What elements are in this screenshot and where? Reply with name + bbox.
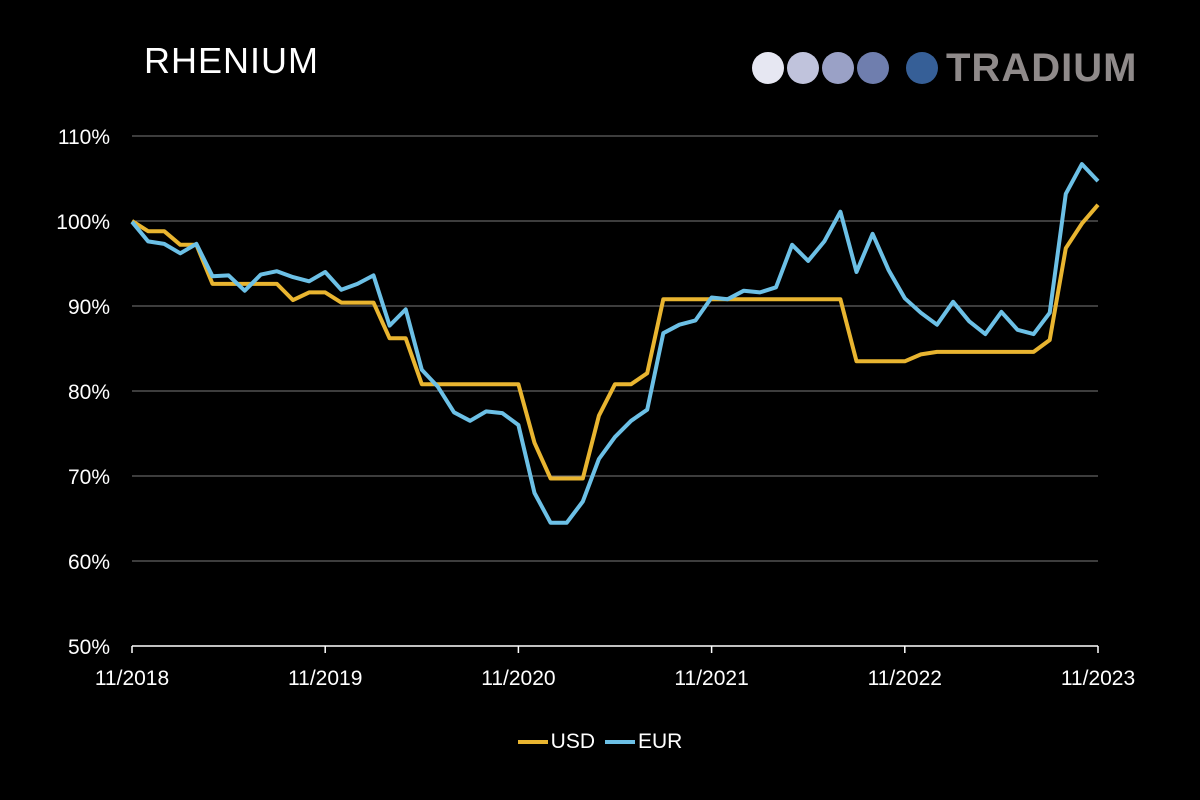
y-tick-label: 50% (68, 636, 110, 659)
y-tick-label: 60% (68, 551, 110, 574)
x-tick-label: 11/2019 (288, 667, 362, 690)
y-tick-label: 80% (68, 381, 110, 404)
x-tick-label: 11/2021 (674, 667, 748, 690)
grid-lines (132, 135, 1098, 562)
logo-dot-icon (787, 52, 819, 84)
x-tick-label: 11/2020 (481, 667, 555, 690)
x-tick-label: 11/2022 (868, 667, 942, 690)
y-axis-ticks: 50% 60% 70% 80% 90% 100% 110% (56, 126, 110, 659)
logo-dot-icon (857, 52, 889, 84)
legend-swatch (605, 740, 635, 744)
x-tick-label: 11/2023 (1061, 667, 1135, 690)
series-line-eur (130, 162, 1100, 525)
legend-item-usd: USD (517, 730, 595, 754)
x-tick-label: 11/2018 (95, 667, 169, 690)
series-lines (130, 162, 1100, 525)
legend-item-eur: EUR (605, 730, 682, 754)
series-line-usd (130, 203, 1100, 481)
y-tick-label: 70% (68, 466, 110, 489)
legend-label: USD (550, 730, 595, 753)
logo-dot-icon (822, 52, 854, 84)
legend-label: EUR (638, 730, 683, 753)
logo-dot-icon (906, 52, 938, 84)
y-tick-label: 100% (56, 211, 110, 234)
x-axis: 11/2018 11/2019 11/2020 11/2021 11/2022 11/20… (95, 645, 1135, 690)
logo-dot-icon (752, 52, 784, 84)
logo-text: TRADIUM (946, 45, 1138, 90)
y-tick-label: 90% (68, 296, 110, 319)
legend: USD EUR (0, 730, 1200, 754)
tradium-logo: TRADIUM (752, 44, 1137, 92)
chart-title: RHENIUM (144, 40, 319, 81)
y-tick-label: 110% (58, 126, 110, 149)
legend-swatch (517, 740, 548, 744)
